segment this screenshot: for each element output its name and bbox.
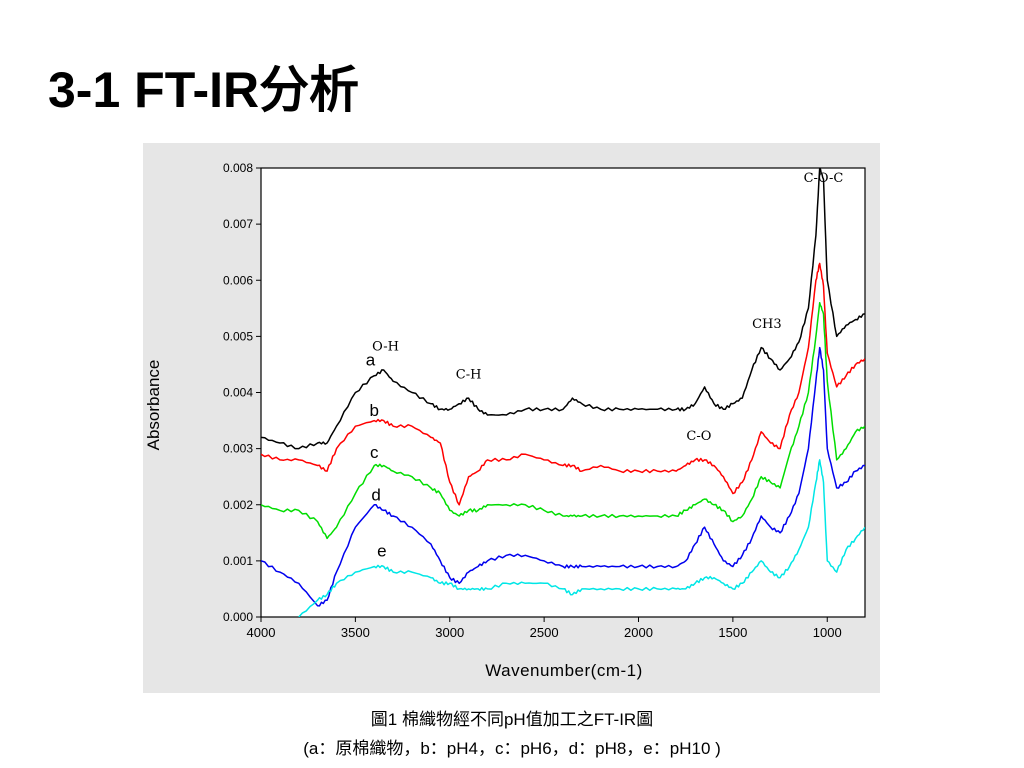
y-axis-title: Absorbance: [144, 360, 163, 451]
figure-panel: 0.000 0.001 0.002 0.003 0.004 0.005 0.006 0.007…: [143, 143, 880, 693]
plot-frame: [260, 167, 866, 618]
plot-area: [260, 167, 866, 618]
x-tick-label: 1000: [813, 625, 842, 640]
ftir-chart: 0.000 0.001 0.002 0.003 0.004 0.005 0.006 0.007…: [144, 161, 866, 680]
series-label-b: b: [370, 401, 379, 420]
peak-annotation: O-H: [372, 339, 399, 354]
peak-annotation: C-H: [456, 367, 482, 382]
series-label-c: c: [370, 443, 379, 462]
x-tick-label: 2000: [624, 625, 653, 640]
x-axis: 4000 3500 3000 2500 2000 1500 1000: [247, 617, 842, 640]
y-tick-label: 0.004: [223, 386, 253, 400]
figure-caption-title: 圖1 棉織物經不同pH值加工之FT-IR圖: [370, 710, 654, 729]
slide-title: 3-1 FT-IR分析: [48, 62, 360, 118]
x-tick-label: 3500: [341, 625, 370, 640]
x-tick-label: 1500: [718, 625, 747, 640]
series-layer: [261, 168, 865, 617]
series-line-a: [261, 168, 865, 450]
figure-caption-legend: (a：原棉織物，b：pH4，c：pH6，d：pH8，e：pH10 ): [303, 739, 721, 758]
x-tick-label: 2500: [530, 625, 559, 640]
x-tick-label: 3000: [435, 625, 464, 640]
series-label-a: a: [366, 351, 376, 370]
y-tick-label: 0.002: [223, 498, 253, 512]
series-label-d: d: [371, 485, 380, 504]
y-tick-label: 0.005: [223, 329, 253, 343]
x-tick-label: 4000: [247, 625, 276, 640]
y-tick-label: 0.007: [223, 217, 253, 231]
annotation-layer: C-O-C CH3 O-H C-H C-O: [372, 171, 843, 444]
series-line-d: [261, 346, 865, 607]
series-line-b: [261, 262, 865, 506]
peak-annotation: CH3: [752, 317, 782, 332]
series-line-c: [261, 301, 865, 540]
x-axis-title: Wavenumber(cm-1): [485, 661, 643, 680]
series-line-e: [298, 459, 865, 617]
y-tick-label: 0.000: [223, 610, 253, 624]
y-tick-label: 0.001: [223, 554, 253, 568]
series-labels: a b c d e: [366, 351, 387, 561]
y-tick-label: 0.003: [223, 442, 253, 456]
y-axis: 0.000 0.001 0.002 0.003 0.004 0.005 0.006 0.007…: [223, 161, 261, 624]
peak-annotation: C-O: [686, 429, 711, 444]
y-tick-label: 0.008: [223, 161, 253, 175]
y-tick-label: 0.006: [223, 273, 253, 287]
series-label-e: e: [377, 541, 386, 560]
peak-annotation: C-O-C: [804, 171, 844, 186]
